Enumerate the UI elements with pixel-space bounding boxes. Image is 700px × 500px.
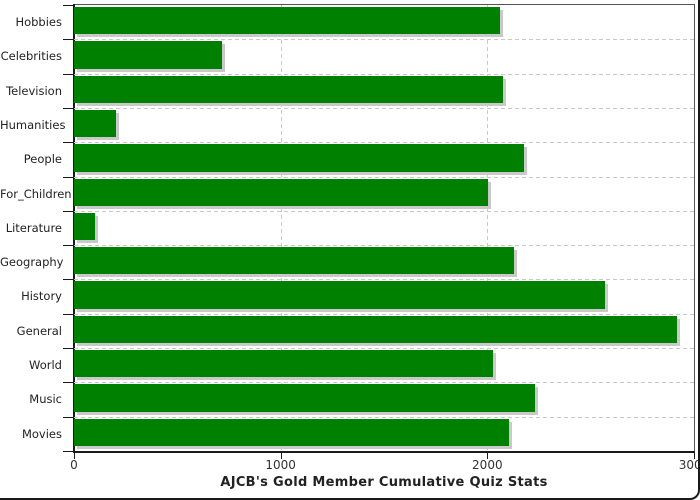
v-gridline [280,5,282,451]
bar [74,350,493,378]
h-gridline [74,176,694,178]
x-tick-label: 2000 [472,458,503,472]
y-axis-tick [63,210,73,212]
category-label: Movies [21,426,62,441]
y-axis-tick [63,245,73,247]
bar [74,315,678,344]
bar [74,7,500,35]
h-gridline [74,416,694,418]
x-axis-line [73,451,695,453]
h-gridline [74,39,694,41]
h-gridline [74,313,694,315]
bar [74,212,95,241]
category-label: For_Children [0,186,72,201]
category-label: People [23,152,62,167]
category-label: Celebrities [0,49,62,64]
x-axis-tick [74,453,75,459]
bar [74,75,503,103]
y-axis-tick [63,313,73,315]
y-axis-tick [63,416,73,418]
h-gridline [74,210,694,212]
h-gridline [74,279,694,281]
plot-right-border [694,4,695,453]
x-axis-tick [280,453,282,459]
y-axis-tick [63,5,73,6]
category-label: Music [29,392,62,407]
x-axis-tick [694,453,695,459]
bar [74,384,535,412]
bar [74,178,489,206]
category-label: History [21,289,62,304]
category-label: World [29,358,62,373]
h-gridline [74,142,694,144]
x-tick-label: 1000 [265,458,296,472]
plot-area [74,5,694,451]
bar [74,418,510,446]
category-label: Geography [0,255,64,270]
h-gridline [74,73,694,75]
h-gridline [74,107,694,109]
bar [74,247,515,275]
category-label: General [16,323,62,338]
category-label: Literature [5,220,62,235]
category-label: Humanities [0,117,66,132]
y-axis-tick [63,348,73,350]
plot-top-border [74,4,695,5]
y-axis-tick [63,73,73,75]
x-tick-label: 0 [70,458,78,472]
y-axis-tick [63,176,73,178]
chart-title: AJCB's Gold Member Cumulative Quiz Stats [220,475,548,490]
y-axis-tick [63,107,73,109]
y-axis-tick [63,451,73,452]
category-label: Hobbies [15,15,62,29]
bar [74,281,606,309]
bar [74,144,524,172]
x-axis-tick [487,453,489,459]
h-gridline [74,245,694,247]
y-axis-tick [63,142,73,144]
y-axis-tick [63,39,73,41]
x-tick-label: 3000 [678,458,698,472]
y-axis-tick [63,279,73,281]
h-gridline [74,382,694,384]
bar [74,41,222,69]
h-gridline [74,348,694,350]
bar [74,109,117,138]
v-gridline [487,5,489,451]
y-axis-tick [63,382,73,384]
category-label: Television [6,83,62,98]
